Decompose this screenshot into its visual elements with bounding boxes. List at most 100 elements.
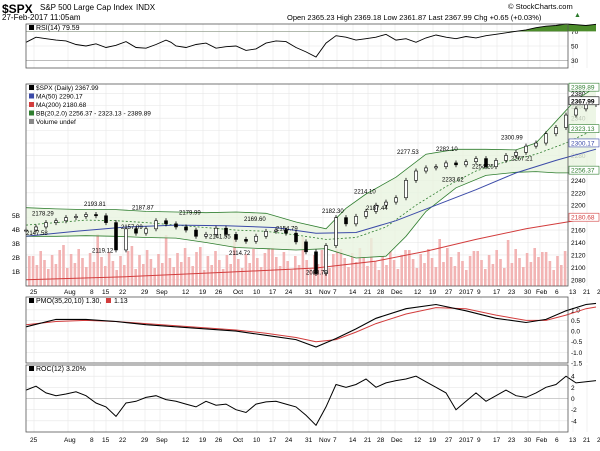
price-candle [184, 226, 188, 231]
x-tick-label: 22 [119, 437, 127, 444]
price-legend-swatch [29, 102, 34, 107]
volume-bar [130, 246, 134, 286]
price-candle [554, 127, 558, 135]
x-tick-label: 29 [141, 289, 149, 296]
volume-bar [168, 258, 172, 286]
volume-bar [533, 248, 536, 286]
volume-bar [252, 249, 255, 286]
price-candle [474, 158, 478, 162]
price-annotation: 2267.21 [511, 156, 533, 162]
price-right-label: 2180.68 [571, 215, 595, 222]
x-tick-label: 19 [429, 289, 437, 296]
x-tick-label: 15 [102, 289, 110, 296]
x-tick-label: 14 [349, 437, 357, 444]
volume-bar [294, 256, 297, 286]
volume-bar [145, 250, 149, 286]
volume-bar [50, 255, 54, 286]
x-tick-label: 27 [445, 437, 453, 444]
chart-date: 27-Feb-2017 11:05am [2, 13, 81, 22]
chart-name: S&P 500 Large Cap Index [40, 3, 133, 12]
price-candle [154, 220, 158, 230]
price-candle [264, 231, 268, 237]
volume-bar [419, 254, 422, 286]
price-legend-entry: Volume undef [36, 119, 76, 126]
price-candle [174, 223, 178, 228]
volume-bar [134, 269, 137, 286]
roc-line [25, 375, 597, 427]
volume-bar [35, 265, 39, 286]
price-candle [194, 229, 198, 237]
price-candle [294, 232, 298, 243]
volume-bar [214, 251, 217, 286]
rsi-line [25, 23, 597, 58]
chart-exchange: INDX [136, 3, 156, 12]
price-tick-label: 2200 [571, 203, 586, 210]
rsi-legend-swatch [29, 25, 34, 30]
volume-bar [389, 251, 392, 286]
volume-bar [138, 255, 141, 286]
volume-bar [237, 259, 240, 286]
price-panel [25, 83, 569, 287]
volume-bar [309, 269, 312, 286]
volume-bar [115, 270, 118, 286]
volume-bar [157, 254, 160, 286]
x-tick-label: Feb [536, 437, 548, 444]
price-right-label-box [568, 212, 600, 222]
price-legend-entry: BB(20,2.0) 2256.37 - 2323.13 - 2389.89 [36, 111, 151, 118]
price-candle [564, 114, 568, 128]
price-annotation: 2233.62 [442, 177, 464, 183]
roc-tick-label: -4 [571, 418, 577, 425]
volume-bar [43, 260, 46, 286]
x-tick-label: 27 [597, 289, 600, 296]
price-candle [44, 222, 48, 228]
bollinger-band-fill [26, 87, 596, 258]
volume-bar [142, 264, 145, 286]
volume-bar [153, 268, 156, 286]
volume-bar [305, 260, 308, 286]
volume-bar [81, 258, 84, 286]
volume-bar [104, 266, 107, 286]
volume-bar [126, 251, 130, 286]
volume-bar [54, 264, 58, 286]
x-tick-label: 21 [583, 437, 591, 444]
x-tick-label: 27 [445, 289, 453, 296]
volume-bar [552, 270, 555, 286]
price-right-label: 2367.99 [571, 98, 595, 105]
volume-bar [199, 247, 202, 286]
price-tick-label: 2220 [571, 190, 586, 197]
up-arrow-icon: ▲ [574, 12, 581, 19]
volume-bar [119, 256, 122, 286]
price-annotation: 2179.99 [179, 211, 201, 217]
volume-bar [31, 256, 35, 286]
price-right-label: 2389.89 [571, 85, 595, 92]
price-right-label-box [568, 138, 600, 148]
x-tick-label: 25 [30, 437, 38, 444]
volume-bar [187, 257, 191, 286]
volume-tick-label: 3B [12, 241, 20, 248]
price-candle [284, 229, 288, 234]
x-tick-label: Feb [536, 289, 548, 296]
volume-bar [354, 262, 358, 286]
price-annotation: 2157.09 [121, 225, 143, 231]
volume-bar [400, 255, 403, 286]
pmo-legend-swatch [29, 298, 34, 303]
x-tick-label: 9 [477, 289, 481, 296]
volume-bar [351, 253, 354, 286]
price-legend-entry: MA(200) 2180.68 [36, 102, 87, 109]
price-candle [574, 108, 578, 116]
volume-tick-label: 1B [12, 269, 20, 276]
price-right-label: 2323.13 [571, 126, 595, 133]
price-candle [434, 166, 438, 169]
volume-bar [358, 248, 362, 286]
x-tick-label: 30 [524, 289, 532, 296]
price-candle [54, 220, 58, 223]
pmo-signal-swatch [106, 298, 111, 303]
volume-bar [176, 253, 179, 286]
price-right-label: 2300.17 [571, 140, 595, 147]
x-tick-label: 7 [333, 437, 337, 444]
x-tick-label: Nov [319, 289, 331, 296]
price-candle [414, 170, 418, 181]
volume-bar [225, 255, 229, 286]
volume-bar [396, 269, 400, 286]
